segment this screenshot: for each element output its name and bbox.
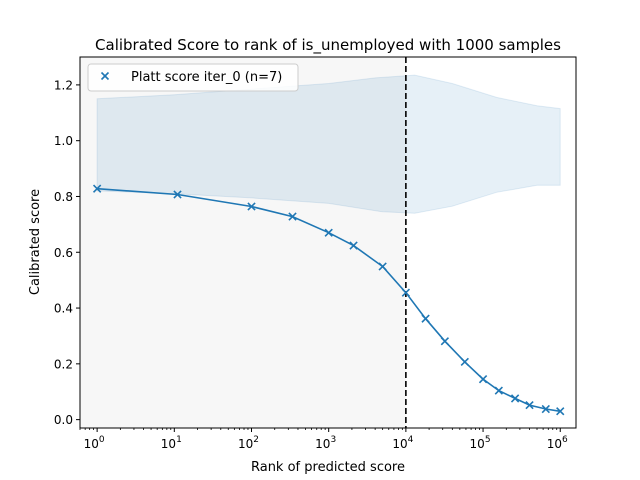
y-tick-label: 0.4 xyxy=(54,302,73,316)
data-point xyxy=(556,407,565,416)
data-point xyxy=(247,202,256,211)
y-tick-label: 0.0 xyxy=(54,413,73,427)
data-point xyxy=(324,228,333,237)
legend: Platt score iter_0 (n=7) xyxy=(87,63,299,92)
data-point xyxy=(421,314,430,323)
y-tick-label: 1.0 xyxy=(54,134,73,148)
data-point xyxy=(440,337,450,346)
chart-title: Calibrated Score to rank of is_unemploye… xyxy=(95,36,561,55)
x-axis-label: Rank of predicted score xyxy=(251,460,405,475)
data-point xyxy=(92,184,102,193)
data-point xyxy=(460,357,469,367)
data-point xyxy=(378,262,387,271)
legend-entry-label: Platt score iter_0 (n=7) xyxy=(131,70,282,85)
data-point xyxy=(349,241,358,250)
y-axis-label: Calibrated score xyxy=(28,189,43,295)
legend-box xyxy=(87,63,299,92)
confidence-band xyxy=(96,74,561,214)
y-tick-label: 1.2 xyxy=(54,78,73,92)
y-tick-label: 0.6 xyxy=(54,246,73,260)
legend-marker-x xyxy=(100,71,110,81)
data-point xyxy=(541,404,550,414)
data-point xyxy=(494,386,503,395)
data-point xyxy=(288,212,297,221)
data-point xyxy=(510,394,520,403)
y-tick-label: 0.2 xyxy=(54,357,73,371)
y-tick-label: 0.8 xyxy=(54,190,73,204)
plot-area: 100 101 102 103 104 105 1060.00.20.40.60.81.01… xyxy=(54,56,577,451)
data-point xyxy=(478,375,488,384)
data-point xyxy=(525,400,534,410)
axes-frame xyxy=(79,56,577,429)
data-point xyxy=(173,190,182,199)
data-point xyxy=(401,288,411,297)
